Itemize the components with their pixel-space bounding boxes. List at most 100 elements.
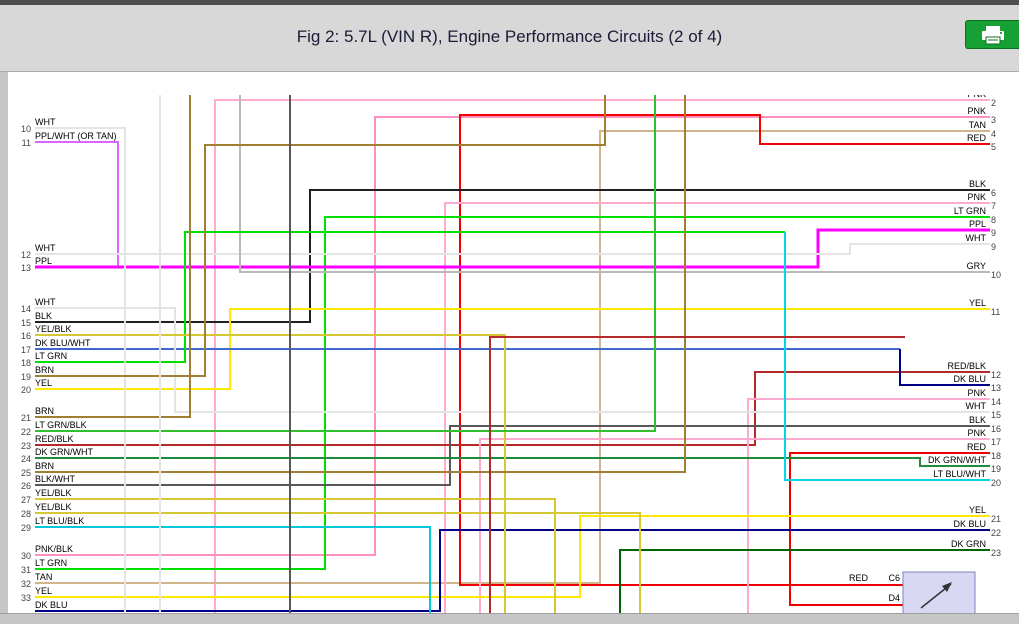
right-pin-label: WHT	[966, 233, 987, 243]
left-pin-label: LT GRN/BLK	[35, 420, 87, 430]
left-pin-number: 26	[21, 481, 31, 491]
right-pin-label: PNK	[967, 428, 986, 438]
right-pin-label: PNK	[967, 192, 986, 202]
wires-layer: 10 WHT 11 PPL/WHT (OR TAN) 12 WHT 13 PPL 14 WHT 15…	[21, 89, 1001, 618]
left-pin-label: BRN	[35, 406, 54, 416]
right-pin-label: YEL	[969, 298, 986, 308]
wire-yel-blk	[35, 498, 556, 614]
right-pin-number: 13	[991, 383, 1001, 393]
left-pin-label: YEL/BLK	[35, 502, 72, 512]
right-pin-label: RED	[967, 442, 987, 452]
bottom-scroll-area	[0, 613, 1019, 624]
wire-lt-grn	[35, 216, 990, 570]
right-pin-number: 10	[991, 270, 1001, 280]
printer-icon	[980, 25, 1006, 45]
wire-wht	[35, 127, 126, 614]
left-pin-number: 13	[21, 263, 31, 273]
right-pin-number: 20	[991, 478, 1001, 488]
left-pin-number: 20	[21, 385, 31, 395]
left-pin-label: YEL/BLK	[35, 324, 72, 334]
left-pin-number: 19	[21, 372, 31, 382]
connector-pin-label: C6	[888, 573, 900, 583]
left-pin-label: RED/BLK	[35, 434, 74, 444]
left-pin-number: 10	[21, 124, 31, 134]
left-pin-number: 28	[21, 509, 31, 519]
right-pin-label: PNK	[967, 89, 986, 99]
left-pin-label: BRN	[35, 365, 54, 375]
wire-pnk	[479, 438, 990, 614]
print-button[interactable]	[965, 20, 1019, 49]
wire-gry	[239, 95, 990, 273]
right-pin-label: GRY	[967, 261, 986, 271]
left-pin-label: BLK	[35, 311, 52, 321]
wire-tan	[35, 130, 990, 584]
left-pin-label: WHT	[35, 297, 56, 307]
right-pin-number: 17	[991, 437, 1001, 447]
wire-lt-grn	[35, 231, 785, 363]
right-pin-label: BLK	[969, 415, 986, 425]
left-pin-number: 23	[21, 441, 31, 451]
connector-box[interactable]	[902, 571, 976, 618]
left-pin-label: YEL	[35, 586, 52, 596]
wire-brn	[35, 95, 191, 418]
left-pin-number: 30	[21, 551, 31, 561]
right-pin-number: 22	[991, 528, 1001, 538]
left-pin-number: 18	[21, 358, 31, 368]
wire-ppl	[35, 228, 990, 269]
right-pin-label: DK BLU	[953, 374, 986, 384]
wire-brn	[35, 95, 606, 377]
right-pin-label: LT BLU/WHT	[933, 469, 986, 479]
page-title: Fig 2: 5.7L (VIN R), Engine Performance …	[296, 27, 723, 46]
left-pin-number: 14	[21, 304, 31, 314]
wire-dk-grn	[619, 549, 990, 614]
left-pin-number: 33	[21, 593, 31, 603]
left-pin-number: 17	[21, 345, 31, 355]
wire-dk-blu	[899, 349, 990, 386]
right-pin-label: PNK	[967, 106, 986, 116]
left-pin-label: BLK/WHT	[35, 474, 76, 484]
wire-yel-blk	[35, 512, 641, 614]
right-pin-number: 8	[991, 215, 996, 225]
left-pin-number: 22	[21, 427, 31, 437]
left-pin-number: 32	[21, 579, 31, 589]
right-pin-number: 11	[991, 307, 1000, 317]
right-pin-label: DK GRN	[951, 539, 986, 549]
wire-blk-wht	[35, 425, 990, 486]
right-pin-number: 3	[991, 115, 996, 125]
right-pin-label: WHT	[966, 401, 987, 411]
right-pin-number: 18	[991, 451, 1001, 461]
left-pin-number: 16	[21, 331, 31, 341]
left-pin-label: BRN	[35, 461, 54, 471]
left-pin-label: YEL	[35, 378, 52, 388]
left-pin-label: WHT	[35, 243, 56, 253]
right-pin-number: 12	[991, 370, 1001, 380]
wire-dk-grn-wht	[35, 457, 990, 467]
wire-red-blk	[35, 371, 990, 446]
left-pin-label: PPL/WHT (OR TAN)	[35, 131, 117, 141]
left-pin-label: WHT	[35, 117, 56, 127]
left-pin-label: DK GRN/WHT	[35, 447, 93, 457]
left-pin-label: DK BLU/WHT	[35, 338, 91, 348]
wire-yel-blk	[35, 334, 506, 614]
right-pin-number: 6	[991, 188, 996, 198]
connector-wire-label: RED	[849, 573, 869, 583]
right-pin-number: 2	[991, 98, 996, 108]
right-pin-label: YEL	[969, 505, 986, 515]
left-pin-number: 11	[22, 138, 31, 148]
right-pin-number: 9	[991, 242, 996, 252]
left-pin-number: 29	[21, 523, 31, 533]
left-pin-label: LT GRN	[35, 351, 67, 361]
wire-pnk	[214, 99, 990, 614]
right-pin-number: 5	[991, 142, 996, 152]
top-border	[0, 0, 1019, 5]
wire-wht	[35, 243, 990, 255]
left-pin-number: 21	[21, 413, 31, 423]
wire-lt-grn-blk	[35, 95, 656, 432]
right-pin-number: 16	[991, 424, 1001, 434]
right-pin-label: RED	[967, 133, 987, 143]
right-pin-label: LT GRN	[954, 206, 986, 216]
left-pin-label: YEL/BLK	[35, 488, 72, 498]
left-gutter	[0, 72, 8, 624]
header-bar: Fig 2: 5.7L (VIN R), Engine Performance …	[0, 5, 1019, 72]
wire-blk	[35, 189, 990, 323]
